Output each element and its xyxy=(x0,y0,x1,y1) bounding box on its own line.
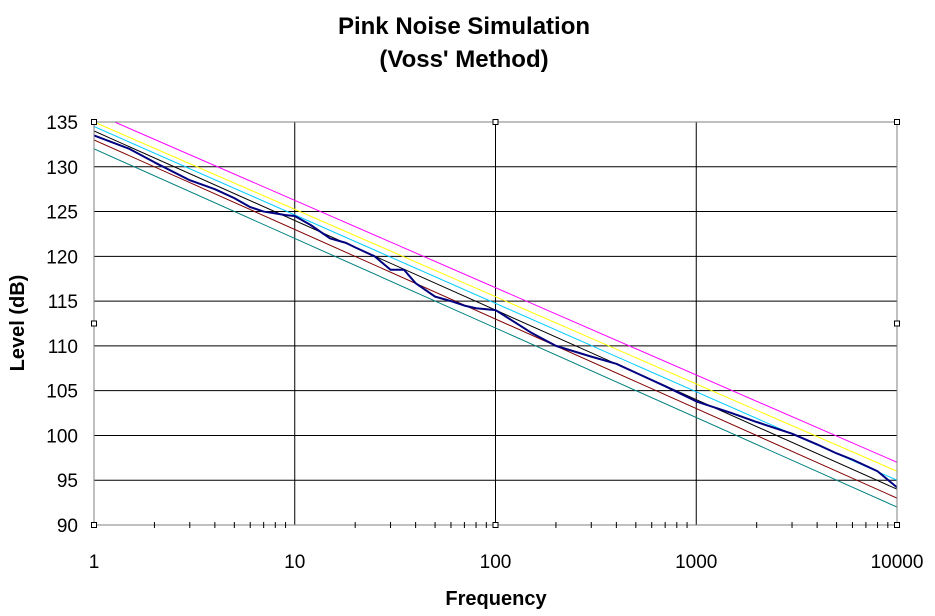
plot-frame xyxy=(91,119,900,528)
x-tick-label: 1000 xyxy=(675,552,717,573)
y-tick-label: 110 xyxy=(48,337,78,358)
x-tick-labels: 1 10 100 1000 10000 xyxy=(89,552,924,573)
y-tick-label: 100 xyxy=(46,426,78,447)
y-tick-label: 115 xyxy=(48,292,78,313)
reference-line xyxy=(94,126,897,481)
x-axis-title: Frequency xyxy=(445,588,547,610)
y-tick-label: 105 xyxy=(46,382,78,403)
selection-handle[interactable] xyxy=(492,119,499,125)
selection-handle[interactable] xyxy=(492,522,499,528)
y-tick-label: 90 xyxy=(57,516,78,537)
x-tick-label: 10000 xyxy=(871,552,924,573)
y-axis-title: Level (dB) xyxy=(7,275,29,372)
chart-title: Pink Noise Simulation xyxy=(338,13,590,40)
reference-line xyxy=(113,122,897,463)
y-tick-label: 120 xyxy=(46,247,78,268)
selection-handle[interactable] xyxy=(894,119,900,125)
x-tick-label: 100 xyxy=(480,552,512,573)
x-tick-label: 10 xyxy=(284,552,305,573)
grid-lines xyxy=(93,121,898,526)
reference-line xyxy=(94,122,897,472)
selection-handle[interactable] xyxy=(91,119,97,125)
reference-lines xyxy=(94,122,897,508)
reference-line xyxy=(94,148,897,508)
selection-handle[interactable] xyxy=(91,320,97,327)
selection-handle[interactable] xyxy=(91,522,97,528)
y-tick-label: 95 xyxy=(57,471,78,492)
y-tick-label: 125 xyxy=(46,203,78,224)
selection-handle[interactable] xyxy=(894,320,900,327)
selection-handle[interactable] xyxy=(894,522,900,528)
data-series xyxy=(94,134,897,489)
series-line xyxy=(94,134,897,489)
chart-subtitle: (Voss' Method) xyxy=(379,46,548,73)
y-tick-labels: 90 95 100 105 110 115 120 125 130 135 xyxy=(46,113,78,537)
y-tick-label: 130 xyxy=(46,158,78,179)
reference-line xyxy=(94,139,897,499)
y-tick-label: 135 xyxy=(46,113,78,134)
x-tick-label: 1 xyxy=(89,552,100,573)
